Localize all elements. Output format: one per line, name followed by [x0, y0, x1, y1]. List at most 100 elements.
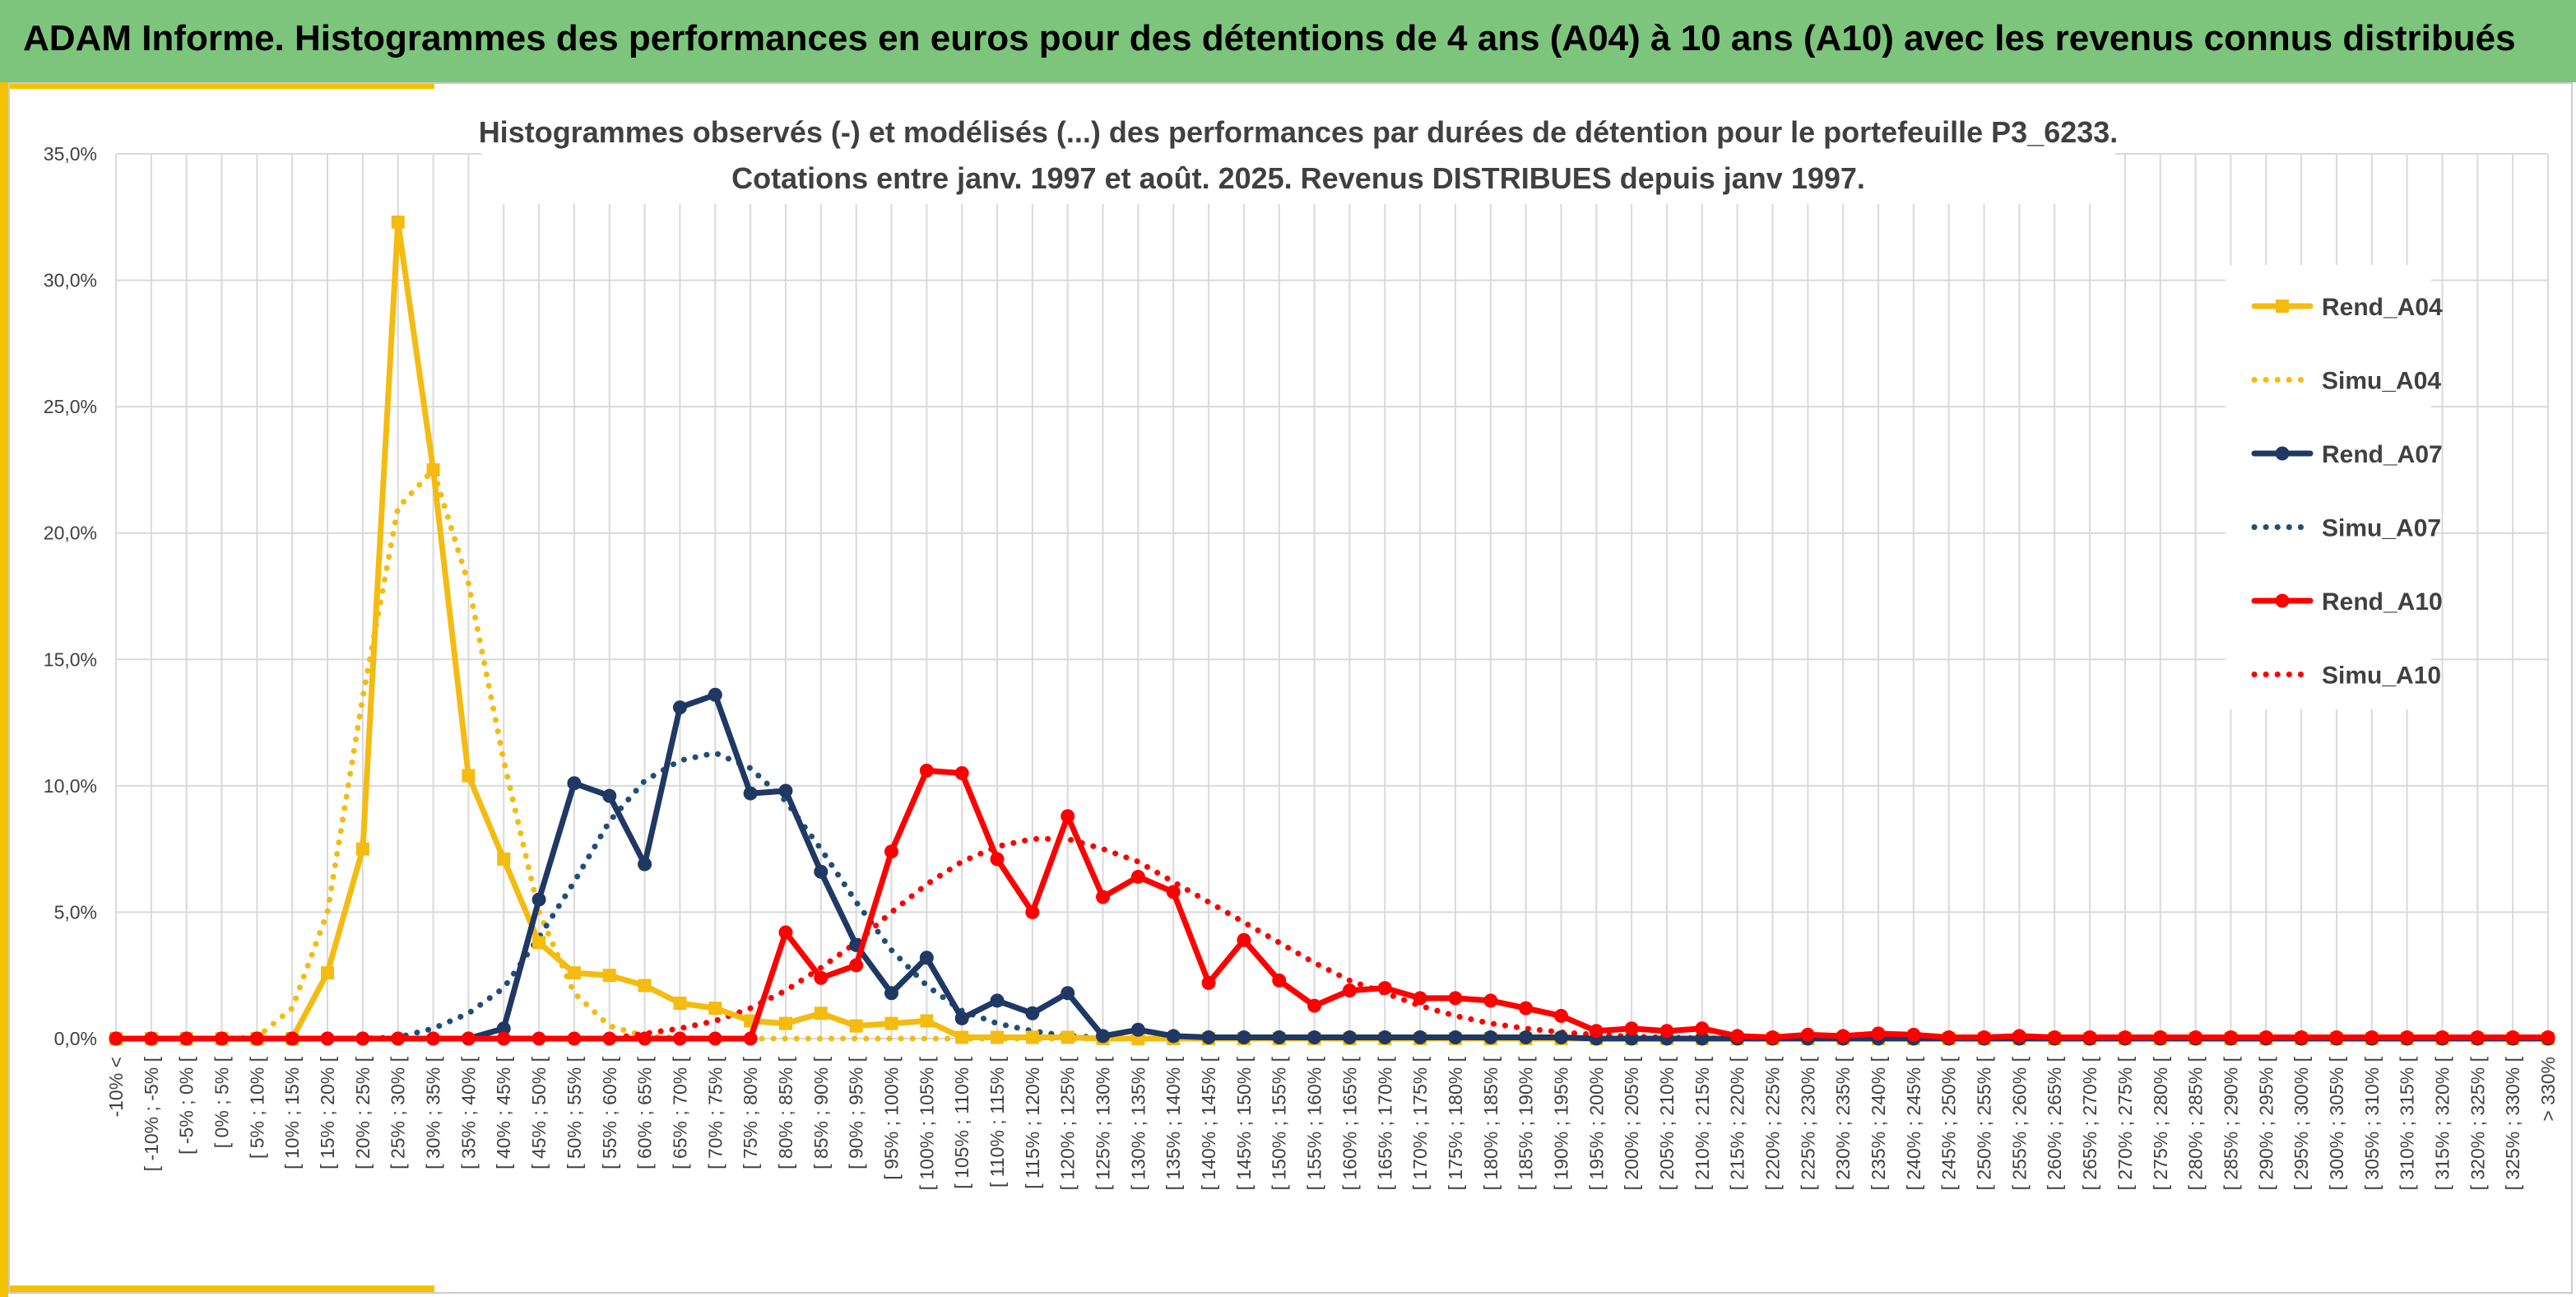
x-tick-label: [ 120% ; 125% [	[1057, 1056, 1079, 1190]
point-Rend_A10	[1977, 1030, 1992, 1044]
point-Rend_A07	[1237, 1030, 1251, 1044]
point-Rend_A07	[778, 783, 793, 798]
point-Rend_A10	[461, 1031, 476, 1046]
point-Rend_A10	[355, 1031, 370, 1046]
point-Rend_A10	[109, 1031, 123, 1046]
point-Rend_A10	[849, 958, 864, 973]
x-tick-label: [ 135% ; 140% [	[1163, 1056, 1184, 1190]
series-Rend_A07	[109, 687, 2555, 1046]
chart-title-line-2: Cotations entre janv. 1997 et août. 2025…	[731, 161, 1865, 195]
point-Rend_A04	[849, 1019, 863, 1033]
point-Rend_A10	[2012, 1029, 2026, 1044]
grid	[115, 153, 2549, 1039]
point-Rend_A10	[496, 1031, 511, 1046]
x-tick-label: [ 220% ; 225% [	[1762, 1056, 1784, 1190]
legend-item-Rend_A10: Rend_A10	[2251, 588, 2443, 616]
point-Rend_A07	[1025, 1006, 1040, 1020]
point-Rend_A07	[1201, 1030, 1216, 1044]
point-Rend_A07	[1130, 1022, 1145, 1037]
x-tick-label: [ 95% ; 100% [	[880, 1056, 902, 1179]
legend-marker	[2275, 446, 2290, 461]
point-Rend_A07	[1061, 986, 1075, 1001]
x-tick-label: [ 40% ; 45% [	[493, 1056, 514, 1169]
point-Rend_A04	[638, 979, 652, 993]
point-Rend_A10	[1483, 993, 1498, 1008]
x-tick-label: [ 60% ; 65% [	[634, 1056, 656, 1169]
y-tick-label: 15,0%	[44, 648, 97, 670]
point-Rend_A10	[2223, 1030, 2238, 1044]
point-Rend_A10	[2294, 1030, 2309, 1044]
x-tick-label: [ 270% ; 275% [	[2114, 1056, 2136, 1190]
point-Rend_A04	[391, 215, 405, 229]
series	[109, 215, 2555, 1046]
x-tick-label: [ 240% ; 245% [	[1903, 1056, 1924, 1190]
legend-label: Rend_A10	[2322, 588, 2443, 616]
x-tick-label: [ 30% ; 35% [	[423, 1056, 444, 1169]
y-tick-label: 0,0%	[54, 1028, 97, 1049]
point-Rend_A07	[1553, 1030, 1568, 1044]
x-tick-label: [ 280% ; 285% [	[2185, 1056, 2207, 1190]
x-tick-label: [ 225% ; 230% [	[1797, 1056, 1818, 1190]
x-tick-label: [ 230% ; 235% [	[1832, 1056, 1854, 1190]
point-Rend_A10	[1695, 1021, 1710, 1036]
point-Rend_A07	[1096, 1029, 1111, 1044]
point-Rend_A04	[778, 1016, 792, 1030]
point-Rend_A10	[743, 1031, 758, 1046]
point-Rend_A07	[1483, 1030, 1498, 1044]
x-tick-label: [ 290% ; 295% [	[2255, 1056, 2277, 1190]
series-line-Rend_A04	[113, 219, 2551, 1042]
point-Rend_A10	[1519, 1001, 1534, 1016]
point-Rend_A04	[602, 969, 616, 983]
point-Rend_A10	[602, 1031, 617, 1046]
point-Rend_A07	[814, 864, 828, 879]
legend-marker	[2276, 300, 2289, 313]
point-Rend_A07	[743, 786, 758, 801]
legend-item-Simu_A10: Simu_A10	[2251, 662, 2441, 690]
point-Rend_A10	[215, 1031, 230, 1046]
x-tick-label: [ 185% ; 190% [	[1515, 1056, 1537, 1190]
x-tick-label: [ 20% ; 25% [	[352, 1056, 374, 1169]
point-Rend_A07	[884, 986, 898, 1001]
point-Rend_A04	[321, 966, 335, 980]
point-Rend_A07	[1307, 1030, 1322, 1044]
x-tick-label: [ 210% ; 215% [	[1692, 1056, 1713, 1190]
point-Rend_A10	[1096, 890, 1111, 904]
point-Rend_A10	[2118, 1030, 2133, 1044]
x-tick-label: [ 75% ; 80% [	[740, 1056, 761, 1169]
x-axis-ticks: -10% < [ -10% ; -5% [[ -5% ; 0% [[ 0% ; 5…	[105, 1056, 2559, 1190]
point-Rend_A10	[778, 925, 793, 940]
point-Rend_A07	[638, 857, 652, 872]
x-tick-label: [ 305% ; 310% [	[2361, 1056, 2383, 1190]
point-Rend_A10	[1942, 1030, 1956, 1044]
point-Rend_A04	[884, 1016, 898, 1030]
point-Rend_A10	[2188, 1030, 2203, 1044]
point-Rend_A10	[391, 1031, 406, 1046]
point-Rend_A04	[532, 936, 546, 950]
x-tick-label: [ 80% ; 85% [	[775, 1056, 796, 1169]
point-Rend_A10	[1166, 885, 1181, 900]
x-tick-label: [ 320% ; 325% [	[2467, 1056, 2488, 1190]
point-Rend_A10	[1730, 1029, 1745, 1044]
series-line-Simu_A10	[113, 835, 2551, 1042]
point-Rend_A04	[355, 842, 369, 856]
point-Rend_A10	[2047, 1030, 2062, 1044]
x-tick-label: [ 100% ; 105% [	[916, 1056, 937, 1190]
y-tick-label: 20,0%	[44, 523, 97, 544]
legend-item-Simu_A07: Simu_A07	[2251, 515, 2441, 542]
point-Rend_A07	[990, 993, 1005, 1008]
x-tick-label: -10% <	[105, 1057, 127, 1118]
point-Rend_A10	[2082, 1030, 2097, 1044]
x-tick-label: [ 65% ; 70% [	[669, 1056, 690, 1169]
point-Rend_A10	[1589, 1024, 1604, 1039]
point-Rend_A10	[531, 1031, 546, 1046]
legend-box	[2226, 265, 2431, 709]
point-Rend_A07	[1519, 1030, 1534, 1044]
x-tick-label: [ 150% ; 155% [	[1269, 1056, 1290, 1190]
point-Rend_A10	[2153, 1030, 2168, 1044]
point-Rend_A10	[1377, 981, 1392, 996]
x-tick-label: [ 245% ; 250% [	[1938, 1056, 1960, 1190]
legend-item-Simu_A04: Simu_A04	[2251, 368, 2441, 395]
point-Rend_A10	[1766, 1030, 1780, 1044]
point-Rend_A07	[531, 892, 546, 907]
x-tick-label: [ 315% ; 320% [	[2431, 1056, 2453, 1190]
